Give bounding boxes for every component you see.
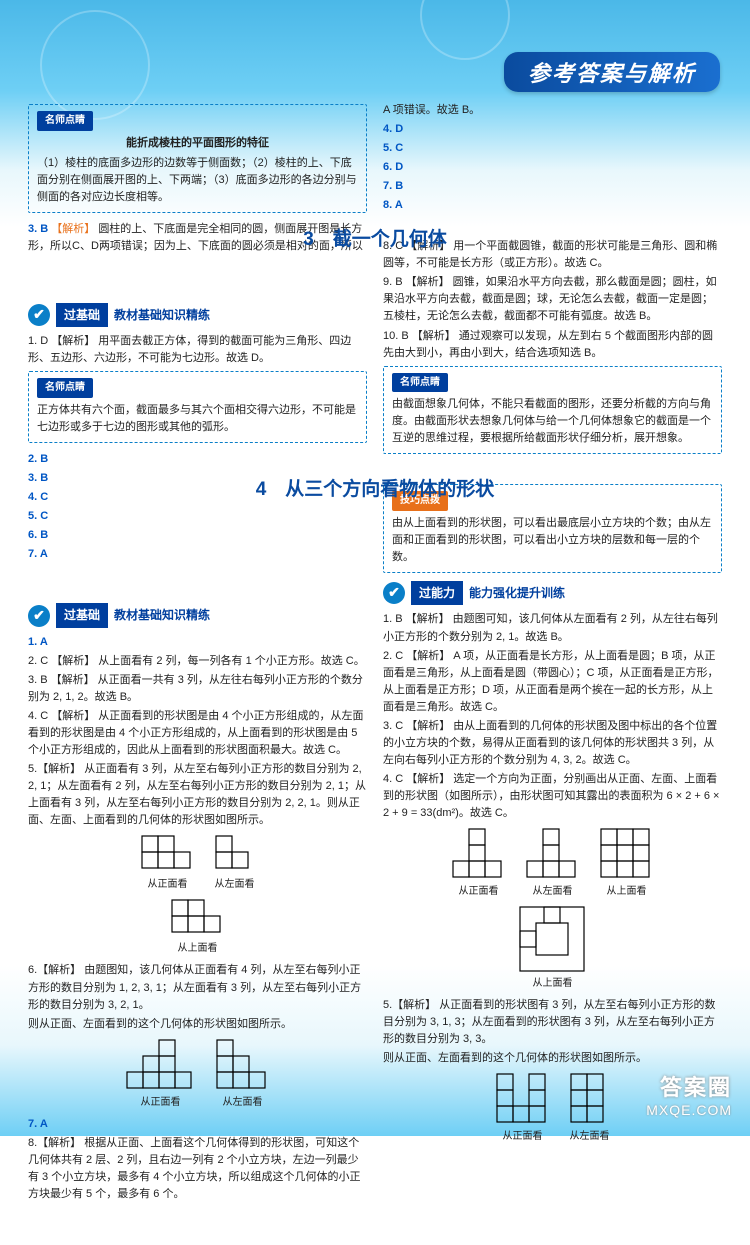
tip-box: 名师点睛 由截面想象几何体，不能只看截面的图形，还要分析截的方向与角度。由截面形… [383,366,722,455]
answer-line: 4. C 【解析】 从正面看到的形状图是由 4 个小正方形组成的，从左面看到的形… [28,708,367,759]
answer-line: 6. D [383,159,722,176]
answer-line: 7. A [28,1116,367,1133]
answer-line: A 项错误。故选 B。 [383,102,722,119]
answer-line: 2. C 【解析】 A 项，从正面看是长方形，从上面看是圆；B 项，从正面看是三… [383,648,722,716]
figure-left: 从左面看 [526,828,580,900]
answer-line: 1. B 【解析】 由题图可知，该几何体从左面看有 2 列，从左往右每列小正方形… [383,611,722,645]
answer-line: 7. B [383,178,722,195]
figure-top: 从上面看 [600,828,654,900]
answer-line: 9. B 【解析】 圆锥，如果沿水平方向去截，那么截面是圆；圆柱，如果沿水平方向… [383,274,722,325]
answer-line: 7. A [28,546,367,563]
watermark: 答案圈 MXQE.COM [646,1070,732,1118]
grid-svg [171,899,225,939]
check-icon: ✔ [28,605,50,627]
figure-row: 从上面看 [383,906,722,992]
answer-line: 3. C 【解析】 由从上面看到的几何体的形状图及图中标出的各个位置的小立方块的… [383,718,722,769]
answer-line: 4. C 【解析】 选定一个方向为正面，分别画出从正面、左面、上面看到的形状图（… [383,771,722,822]
figure-label: 从上面看 [533,978,573,989]
figure-label: 从左面看 [570,1131,610,1142]
watermark-text: 答案圈 [646,1070,732,1102]
answer-line: 6. B [28,527,367,544]
tip-body: 正方体共有六个面，截面最多与其六个面相交得六边形，不可能是七边形或多于七边的图形… [37,402,358,436]
answer-line: 4. D [383,121,722,138]
section-title-3: 3 截一个几何体 [0,224,750,251]
figure-label: 从正面看 [503,1131,543,1142]
figure-row: 从正面看 从左面看 [28,1039,367,1111]
content-area: 名师点睛 能折成棱柱的平面图形的特征 （1）棱柱的底面多边形的边数等于侧面数；（… [0,0,750,1245]
block-subtitle: 教材基础知识精练 [114,606,210,625]
figure-row: 从正面看 从左面看 [28,835,367,893]
answer-line: 5. C [383,140,722,157]
figure-label: 从上面看 [607,886,647,897]
figure-label: 从左面看 [215,879,255,890]
figure-row: 从正面看 从左面看 从上面看 [383,828,722,900]
grid-svg [570,1073,610,1127]
check-icon: ✔ [383,582,405,604]
tip-box: 名师点睛 正方体共有六个面，截面最多与其六个面相交得六边形，不可能是七边形或多于… [28,371,367,443]
figure-front: 从正面看 [452,828,506,900]
right-column: A 项错误。故选 B。 4. D 5. C 6. D 7. B 8. A 8. … [383,100,722,1205]
watermark-url: MXQE.COM [646,1102,732,1118]
figure-label: 从正面看 [459,886,499,897]
section-title-4: 4 从三个方向看物体的形状 [0,474,750,501]
grid-svg [519,906,587,974]
answer-line: 5. C [28,508,367,525]
block-subtitle: 教材基础知识精练 [114,306,210,325]
grid-svg [216,1039,270,1093]
block-tag: 过基础 [56,603,108,628]
block-header-basic: ✔ 过基础 教材基础知识精练 [28,303,367,328]
grid-svg [215,835,255,875]
answer-line: 1. A [28,634,367,651]
figure-label: 从正面看 [148,879,188,890]
block-header-ability: ✔ 过能力 能力强化提升训练 [383,581,722,606]
grid-svg [126,1039,196,1093]
tip-label: 名师点睛 [37,111,93,131]
grid-svg [452,828,506,882]
block-subtitle: 能力强化提升训练 [469,584,565,603]
answer-line: 8.【解析】 根据从正面、上面看这个几何体得到的形状图，可知这个几何体共有 2 … [28,1135,367,1203]
tip-body: （1）棱柱的底面多边形的边数等于侧面数；（2）棱柱的上、下底面分别在侧面展开图的… [37,155,358,206]
figure-label: 从正面看 [141,1097,181,1108]
figure-left: 从左面看 [570,1073,610,1145]
grid-svg [496,1073,550,1127]
grid-svg [600,828,654,882]
block-header-basic: ✔ 过基础 教材基础知识精练 [28,603,367,628]
left-column: 名师点睛 能折成棱柱的平面图形的特征 （1）棱柱的底面多边形的边数等于侧面数；（… [28,100,367,1205]
figure-row: 从上面看 [28,899,367,957]
grid-svg [526,828,580,882]
answer-line: 8. A [383,197,722,214]
answer-line: 5.【解析】 从正面看到的形状图有 3 列，从左至右每列小正方形的数目分别为 3… [383,997,722,1048]
check-icon: ✔ [28,304,50,326]
answer-line: 则从正面、左面看到的这个几何体的形状图如图所示。 [28,1016,367,1033]
answer-line: 2. C 【解析】 从上面看有 2 列，每一列各有 1 个小正方形。故选 C。 [28,653,367,670]
tip-box-prism: 名师点睛 能折成棱柱的平面图形的特征 （1）棱柱的底面多边形的边数等于侧面数；（… [28,104,367,213]
figure-front: 从正面看 [496,1073,550,1145]
tip-label: 名师点睛 [392,373,448,393]
tip-body: 由从上面看到的形状图，可以看出最底层小立方块的个数；由从左面和正面看到的形状图，… [392,515,713,566]
answer-line: 2. B [28,451,367,468]
tip-title: 能折成棱柱的平面图形的特征 [37,135,358,152]
answer-line: 6.【解析】 由题图知，该几何体从正面看有 4 列，从左至右每列小正方形的数目分… [28,962,367,1013]
figure-label: 从左面看 [223,1097,263,1108]
answer-line: 5.【解析】 从正面看有 3 列，从左至右每列小正方形的数目分别为 2, 2, … [28,761,367,829]
answer-line: 则从正面、左面看到的这个几何体的形状图如图所示。 [383,1050,722,1067]
figure-left: 从左面看 [216,1039,270,1111]
answer-line: 10. B 【解析】 通过观察可以发现，从左到右 5 个截面图形内部的圆先由大到… [383,328,722,362]
figure-label: 从上面看 [178,943,218,954]
answer-line: 1. D 【解析】 用平面去截正方体，得到的截面可能为三角形、四边形、五边形、六… [28,333,367,367]
tip-label: 名师点睛 [37,378,93,398]
figure-top-complex: 从上面看 [519,906,587,992]
answer-line: 3. B 【解析】 从正面看一共有 3 列，从左往右每列小正方形的个数分别为 2… [28,672,367,706]
grid-svg [141,835,195,875]
block-tag: 过能力 [411,581,463,606]
figure-front: 从正面看 [126,1039,196,1111]
block-tag: 过基础 [56,303,108,328]
figure-front: 从正面看 [141,835,195,893]
figure-top: 从上面看 [171,899,225,957]
figure-left: 从左面看 [215,835,255,893]
tip-body: 由截面想象几何体，不能只看截面的图形，还要分析截的方向与角度。由截面形状去想象几… [392,396,713,447]
figure-label: 从左面看 [533,886,573,897]
page-title-banner: 参考答案与解析 [504,52,720,92]
